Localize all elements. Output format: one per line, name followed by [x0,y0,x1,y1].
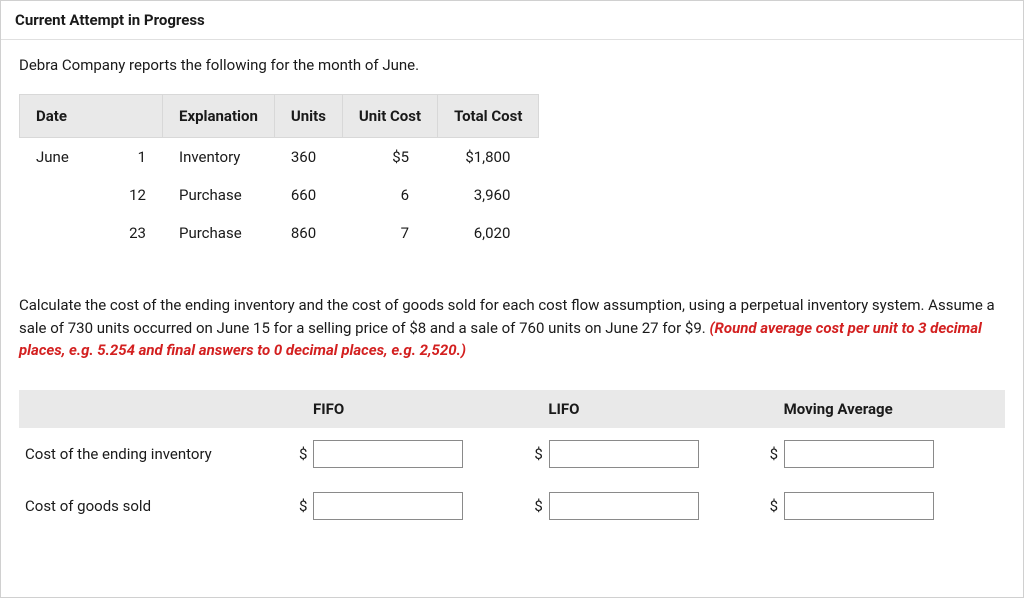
answer-row-cogs: Cost of goods sold $ $ [19,480,1005,532]
col-unit-cost: Unit Cost [342,95,437,138]
answer-col-moving-avg: Moving Average [770,390,1005,428]
table-row: 23 Purchase 860 7 6,020 [20,214,539,258]
units-cell: 860 [274,214,342,258]
answer-cell: $ [770,480,1005,532]
table-row: June 1 Inventory 360 $5 $1,800 [20,138,539,177]
date-cell: 12 [20,176,163,214]
col-date: Date [20,95,163,138]
answer-col-fifo: FIFO [299,390,534,428]
answer-table: FIFO LIFO Moving Average Cost of the end… [19,390,1005,532]
col-total-cost: Total Cost [438,95,539,138]
intro-text: Debra Company reports the following for … [19,56,1005,74]
total-cost-cell: 3,960 [438,176,539,214]
instruction-text: Calculate the cost of the ending invento… [19,294,1005,362]
answer-cell: $ [299,480,534,532]
answer-cell: $ [299,428,534,480]
day-label: 12 [129,186,146,204]
answer-row-ending-inventory: Cost of the ending inventory $ $ [19,428,1005,480]
date-cell: June 1 [20,138,163,177]
answer-col-blank [19,390,299,428]
answer-header-row: FIFO LIFO Moving Average [19,390,1005,428]
date-cell: 23 [20,214,163,258]
col-units: Units [274,95,342,138]
currency-symbol: $ [534,497,542,515]
units-cell: 360 [274,138,342,177]
answer-cell: $ [770,428,1005,480]
row-label: Cost of the ending inventory [19,428,299,480]
total-cost-cell: 6,020 [438,214,539,258]
currency-symbol: $ [770,497,778,515]
day-label: 1 [138,148,146,166]
fifo-cogs-input[interactable] [313,492,463,520]
table-header-row: Date Explanation Units Unit Cost Total C… [20,95,539,138]
row-label: Cost of goods sold [19,480,299,532]
unit-cost-cell: 6 [342,176,437,214]
units-cell: 660 [274,176,342,214]
currency-symbol: $ [770,445,778,463]
day-label: 23 [129,224,146,242]
question-content: Debra Company reports the following for … [1,40,1023,548]
explanation-cell: Purchase [163,214,275,258]
explanation-cell: Inventory [163,138,275,177]
total-cost-cell: $1,800 [438,138,539,177]
month-label: June [36,148,69,166]
fifo-ending-inventory-input[interactable] [313,440,463,468]
table-row: 12 Purchase 660 6 3,960 [20,176,539,214]
answer-cell: $ [534,428,769,480]
answer-col-lifo: LIFO [534,390,769,428]
lifo-ending-inventory-input[interactable] [549,440,699,468]
col-explanation: Explanation [163,95,275,138]
section-header: Current Attempt in Progress [1,1,1023,40]
question-panel: Current Attempt in Progress Debra Compan… [0,0,1024,598]
unit-cost-cell: $5 [342,138,437,177]
unit-cost-cell: 7 [342,214,437,258]
currency-symbol: $ [299,445,307,463]
inventory-data-table: Date Explanation Units Unit Cost Total C… [19,94,539,258]
currency-symbol: $ [299,497,307,515]
explanation-cell: Purchase [163,176,275,214]
mavg-cogs-input[interactable] [784,492,934,520]
answer-cell: $ [534,480,769,532]
mavg-ending-inventory-input[interactable] [784,440,934,468]
currency-symbol: $ [534,445,542,463]
lifo-cogs-input[interactable] [549,492,699,520]
